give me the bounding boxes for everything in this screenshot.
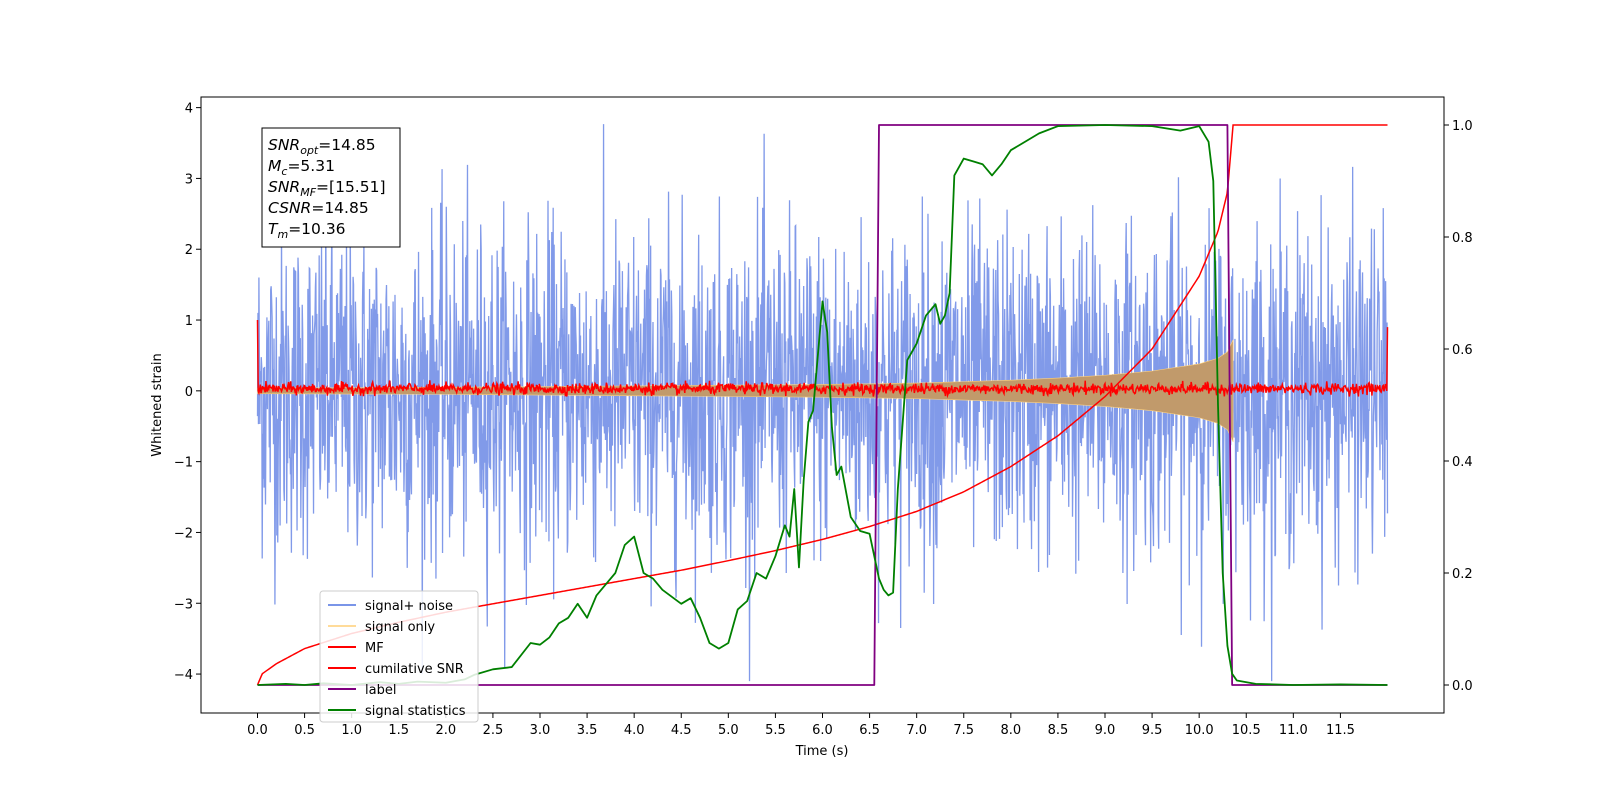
stats-line: Mc=5.31	[268, 157, 335, 178]
stats-line-value: =[15.51]	[316, 178, 385, 196]
x-tick-label: 5.0	[718, 723, 739, 738]
right-y-tick-label: 0.8	[1452, 231, 1473, 246]
signal-statistics-line	[257, 124, 1388, 686]
x-tick-label: 1.5	[388, 723, 409, 738]
noise-series-group	[256, 124, 1389, 682]
stats-line-value: =14.85	[318, 136, 375, 154]
x-tick-label: 7.5	[953, 723, 974, 738]
legend-label: label	[365, 683, 396, 698]
stats-line-value: =10.36	[288, 220, 345, 238]
stats-annotation-box: SNRopt=14.85Mc=5.31SNRMF=[15.51]CSNR=14.…	[261, 127, 401, 248]
stats-line-value: =5.31	[287, 157, 335, 175]
noise-line	[256, 124, 1389, 682]
right-y-tick-label: 0.4	[1452, 455, 1473, 470]
legend-frame	[319, 590, 479, 723]
y-axis-label: Whitened strain	[150, 353, 165, 456]
x-axis-label: Time (s)	[795, 744, 849, 759]
y-tick-label: −2	[174, 526, 193, 541]
x-tick-label: 9.0	[1095, 723, 1116, 738]
stats-box-frame	[261, 127, 401, 248]
x-tick-label: 8.5	[1048, 723, 1069, 738]
x-tick-label: 0.5	[294, 723, 315, 738]
y-tick-label: 3	[185, 172, 193, 187]
stats-line-subscript: m	[277, 228, 288, 241]
legend-label: signal+ noise	[365, 599, 453, 614]
label-line	[257, 124, 1388, 686]
stats-line-name: T	[268, 220, 279, 238]
x-tick-label: 2.0	[435, 723, 456, 738]
y-tick-label: −4	[174, 668, 193, 683]
x-tick-label: 0.0	[247, 723, 268, 738]
stats-line-subscript: MF	[300, 186, 316, 199]
x-tick-label: 6.5	[859, 723, 880, 738]
y-tick-label: −3	[174, 597, 193, 612]
stats-line: SNRopt=14.85	[268, 136, 376, 157]
right-y-tick-label: 0.2	[1452, 567, 1473, 582]
x-tick-label: 8.0	[1000, 723, 1021, 738]
stats-line: SNRMF=[15.51]	[268, 178, 386, 199]
x-tick-label: 7.0	[906, 723, 927, 738]
stats-line: CSNR=14.85	[268, 199, 369, 217]
x-tick-label: 11.0	[1279, 723, 1308, 738]
right-y-tick-label: 1.0	[1452, 119, 1473, 134]
x-tick-label: 4.0	[624, 723, 645, 738]
x-tick-label: 2.5	[483, 723, 504, 738]
legend-label: MF	[365, 641, 384, 656]
y-tick-label: 1	[185, 314, 193, 329]
stats-line: Tm=10.36	[268, 220, 346, 241]
stats-line-value: =14.85	[311, 199, 368, 217]
x-axis-ticks: 0.0 0.5 1.0 1.5 2.0 2.5 3.0 3.5 4.0 4.5 5.0 5.5 6.0 6…	[247, 713, 1355, 738]
mf-line	[256, 320, 1389, 399]
legend-label: signal only	[365, 620, 435, 635]
x-tick-label: 9.5	[1142, 723, 1163, 738]
stats-line-name: SNR	[268, 136, 300, 154]
x-tick-label: 3.5	[577, 723, 598, 738]
stats-line-name: CSNR	[268, 199, 311, 217]
right-y-tick-label: 0.6	[1452, 343, 1473, 358]
legend-label: cumilative SNR	[365, 662, 464, 677]
legend-label: signal statistics	[365, 704, 466, 719]
stats-line-subscript: c	[281, 165, 287, 178]
x-tick-label: 6.0	[812, 723, 833, 738]
x-tick-label: 10.0	[1185, 723, 1214, 738]
x-tick-label: 3.0	[530, 723, 551, 738]
mf-series-group	[256, 320, 1389, 399]
right-y-axis-ticks: 1.0 0.8 0.6 0.4 0.2 0.0	[1444, 119, 1473, 694]
y-tick-label: 2	[185, 243, 193, 258]
x-tick-label: 11.5	[1326, 723, 1355, 738]
y-tick-label: 4	[185, 102, 193, 117]
stats-line-name: M	[268, 157, 281, 175]
stats-line-name: SNR	[268, 178, 300, 196]
y-axis-ticks: 4 3 2 1 0 −1 −2 −3 −4	[174, 102, 201, 683]
x-tick-label: 10.5	[1232, 723, 1261, 738]
stats-line-subscript: opt	[300, 144, 319, 157]
right-y-tick-label: 0.0	[1452, 679, 1473, 694]
y-tick-label: −1	[174, 456, 193, 471]
y-tick-label: 0	[185, 385, 193, 400]
x-tick-label: 5.5	[765, 723, 786, 738]
legend: signal+ noise signal only MF cumilative SNR…	[319, 590, 479, 723]
x-tick-label: 4.5	[671, 723, 692, 738]
x-tick-label: 1.0	[341, 723, 362, 738]
